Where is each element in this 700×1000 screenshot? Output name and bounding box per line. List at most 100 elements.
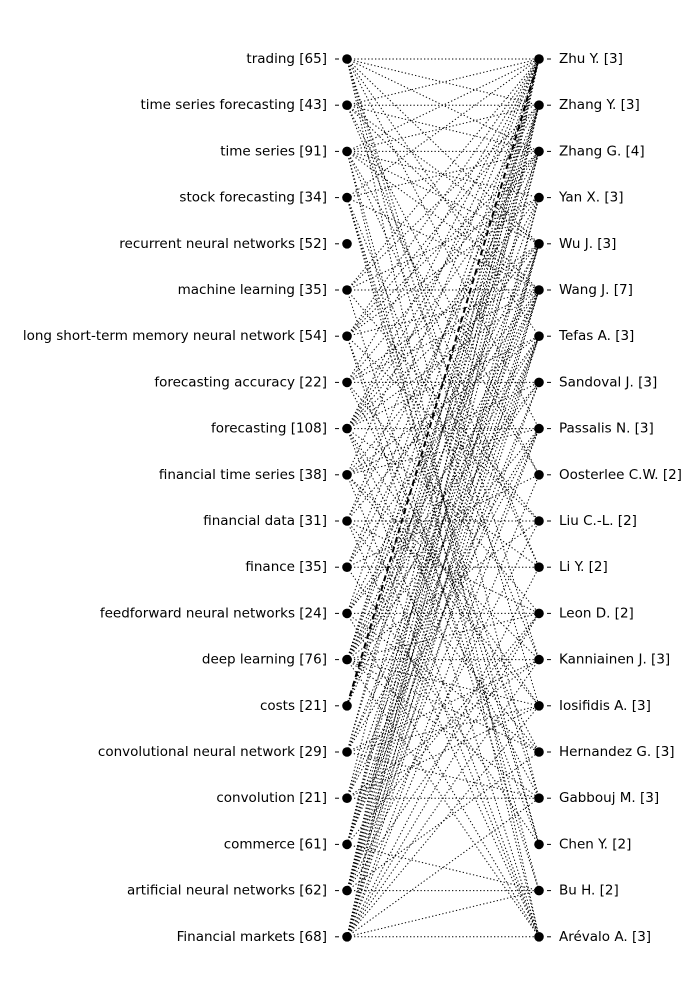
- edge: [346, 474, 540, 707]
- right-node-label: Bu H. [2]: [559, 883, 619, 899]
- left-node-label: convolution [21]: [216, 790, 327, 806]
- right-node-label: Kanniainen J. [3]: [559, 652, 670, 668]
- edge: [346, 751, 540, 799]
- left-node: [342, 701, 352, 711]
- edge: [346, 289, 540, 430]
- edge: [346, 474, 540, 937]
- left-node: [342, 100, 352, 110]
- edge: [346, 58, 540, 152]
- edge: [346, 58, 540, 245]
- edge: [346, 197, 540, 291]
- edge: [346, 289, 540, 522]
- edge: [346, 58, 540, 660]
- right-node-label: Li Y. [2]: [559, 559, 608, 575]
- edge: [346, 243, 540, 614]
- right-node: [534, 516, 544, 526]
- right-node: [534, 239, 544, 249]
- label-layer: trading [65] time series forecasting [43]…: [23, 51, 682, 945]
- edge: [346, 659, 540, 799]
- edge: [346, 151, 540, 568]
- edge: [346, 382, 540, 753]
- tick-layer: [335, 58, 551, 938]
- edge: [346, 843, 540, 892]
- left-node: [342, 562, 352, 572]
- right-node-label: Tefas A. [3]: [558, 328, 634, 344]
- edge: [346, 382, 540, 891]
- edge: [346, 105, 540, 753]
- right-node-label: Zhang G. [4]: [559, 143, 645, 159]
- edge: [346, 382, 540, 614]
- right-node: [534, 839, 544, 850]
- left-node-label: financial time series [38]: [159, 467, 327, 483]
- edge: [346, 382, 540, 614]
- left-node: [342, 654, 352, 665]
- left-node-label: deep learning [76]: [202, 652, 327, 668]
- edge: [346, 520, 540, 891]
- left-node: [342, 192, 352, 203]
- edge: [346, 289, 540, 660]
- edge: [346, 289, 540, 522]
- right-node: [534, 932, 544, 942]
- edge: [346, 428, 540, 937]
- edge: [346, 58, 540, 799]
- edge: [346, 659, 540, 753]
- left-node: [342, 377, 352, 388]
- edge: [346, 58, 540, 753]
- right-node: [534, 793, 544, 803]
- edge: [346, 58, 540, 106]
- left-node-label: feedforward neural networks [24]: [100, 605, 327, 621]
- edge: [346, 104, 540, 245]
- right-node: [534, 192, 544, 203]
- edge: [346, 58, 540, 199]
- left-node: [342, 932, 352, 942]
- edge: [346, 335, 540, 430]
- edge: [346, 151, 540, 660]
- right-node-label: Liu C.-L. [2]: [559, 513, 637, 529]
- edge: [346, 520, 540, 938]
- right-node-label: Zhu Y. [3]: [559, 51, 623, 67]
- right-node: [534, 885, 544, 896]
- right-node-label: Yan X. [3]: [558, 190, 623, 206]
- right-node-label: Hernandez G. [3]: [559, 744, 675, 760]
- edge: [346, 58, 540, 476]
- edge: [346, 474, 540, 937]
- edge: [346, 104, 540, 337]
- right-node: [534, 146, 544, 157]
- edge: [346, 751, 540, 892]
- edge: [346, 151, 540, 383]
- edge: [346, 105, 540, 568]
- left-node: [342, 793, 352, 803]
- node-layer: [342, 54, 544, 942]
- right-node: [534, 470, 544, 480]
- right-node: [534, 331, 544, 342]
- edge: [346, 659, 540, 707]
- right-node: [534, 654, 544, 665]
- edge: [346, 382, 540, 845]
- right-node: [534, 100, 544, 110]
- edge: [346, 243, 540, 845]
- left-node-label: time series [91]: [220, 143, 327, 159]
- left-node-label: long short-term memory neural network [5…: [23, 328, 327, 344]
- left-node-label: forecasting accuracy [22]: [154, 374, 327, 390]
- edge: [346, 336, 540, 845]
- edge: [346, 613, 540, 891]
- right-node: [534, 285, 544, 295]
- right-node: [534, 54, 544, 64]
- edge: [346, 428, 540, 476]
- right-node: [534, 562, 544, 572]
- edge: [346, 243, 540, 891]
- edge: [346, 474, 540, 568]
- left-node-label: finance [35]: [245, 559, 327, 575]
- edge: [346, 151, 540, 845]
- edge-layer: [346, 58, 540, 938]
- edge: [346, 705, 540, 753]
- left-node: [342, 516, 352, 526]
- edge: [346, 613, 540, 845]
- left-node: [342, 331, 352, 342]
- edge: [346, 151, 540, 891]
- edge: [346, 797, 540, 938]
- strong-edge: [346, 58, 540, 707]
- edge: [346, 336, 540, 937]
- left-node: [342, 747, 352, 757]
- edge: [346, 104, 540, 152]
